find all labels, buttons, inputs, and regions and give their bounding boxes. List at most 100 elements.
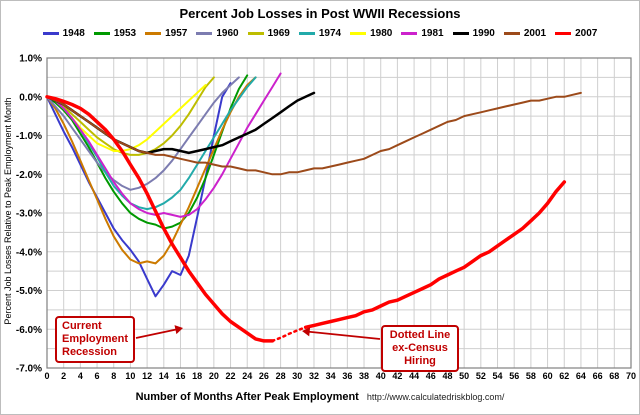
legend-swatch-1981 bbox=[401, 32, 418, 35]
legend-item-1969: 1969 bbox=[247, 28, 290, 39]
series-line-1953 bbox=[46, 74, 249, 230]
legend-label-2007: 2007 bbox=[575, 28, 598, 39]
y-tick-labels: 1.0% 0.0% -1.0% -2.0% -3.0% -4.0% -5.0% -6.0% -7… bbox=[16, 54, 42, 375]
x-tick-label: 32 bbox=[309, 371, 319, 381]
legend-label-1990: 1990 bbox=[472, 28, 495, 39]
x-tick-label: 48 bbox=[442, 371, 452, 381]
x-tick-label: 46 bbox=[426, 371, 436, 381]
x-axis-bar: Number of Months After Peak Employment h… bbox=[1, 391, 639, 403]
annotation-arrow-current-recession bbox=[135, 325, 183, 339]
x-tick-label: 62 bbox=[559, 371, 569, 381]
legend-swatch-2001 bbox=[503, 32, 520, 35]
x-tick-label: 36 bbox=[342, 371, 352, 381]
legend-swatch-1957 bbox=[145, 32, 162, 35]
x-tick-label: 64 bbox=[576, 371, 586, 381]
series-line-2007-ex-census-dotted bbox=[271, 326, 307, 343]
legend-item-1981: 1981 bbox=[401, 28, 444, 39]
x-tick-label: 52 bbox=[476, 371, 486, 381]
x-tick-label: 30 bbox=[292, 371, 302, 381]
annotation-arrow-dotted-line bbox=[302, 327, 381, 340]
y-tick-label: -7.0% bbox=[16, 364, 42, 375]
x-tick-label: 6 bbox=[95, 371, 100, 381]
x-tick-label: 22 bbox=[226, 371, 236, 381]
x-tick-label: 42 bbox=[392, 371, 402, 381]
x-tick-label: 12 bbox=[142, 371, 152, 381]
y-tick-label: 1.0% bbox=[19, 54, 42, 65]
legend-label-1980: 1980 bbox=[370, 28, 393, 39]
x-tick-label: 26 bbox=[259, 371, 269, 381]
x-tick-label: 54 bbox=[493, 371, 503, 381]
y-tick-label: -3.0% bbox=[16, 209, 42, 220]
x-tick-label: 20 bbox=[209, 371, 219, 381]
x-tick-label: 0 bbox=[44, 371, 49, 381]
legend-label-1981: 1981 bbox=[421, 28, 444, 39]
x-tick-label: 70 bbox=[626, 371, 636, 381]
legend-item-1948: 1948 bbox=[42, 28, 85, 39]
legend-swatch-2007 bbox=[555, 32, 572, 35]
legend-item-2007: 2007 bbox=[555, 28, 597, 39]
y-tick-label: -2.0% bbox=[16, 170, 42, 181]
legend-label-2001: 2001 bbox=[523, 28, 547, 39]
x-tick-label: 34 bbox=[326, 371, 336, 381]
annotation-current-employment-recession: Current Employment Recession bbox=[55, 316, 135, 363]
legend-item-1974: 1974 bbox=[298, 28, 342, 39]
x-tick-label: 16 bbox=[175, 371, 185, 381]
legend-item-1960: 1960 bbox=[196, 28, 239, 39]
x-tick-label: 18 bbox=[192, 371, 202, 381]
legend-label-1960: 1960 bbox=[216, 28, 239, 39]
legend-swatch-1974 bbox=[298, 32, 315, 35]
x-tick-label: 38 bbox=[359, 371, 369, 381]
series-line-1960 bbox=[46, 76, 240, 191]
series-line-1969 bbox=[46, 76, 215, 156]
x-tick-label: 66 bbox=[593, 371, 603, 381]
legend-swatch-1990 bbox=[452, 32, 469, 35]
x-tick-label: 60 bbox=[543, 371, 553, 381]
source-url: http://www.calculatedriskblog.com/ bbox=[366, 392, 505, 402]
legend-label-1953: 1953 bbox=[113, 28, 137, 39]
y-tick-label: -5.0% bbox=[16, 286, 42, 297]
x-tick-label: 50 bbox=[459, 371, 469, 381]
legend-swatch-1948 bbox=[42, 32, 59, 35]
x-tick-label: 40 bbox=[376, 371, 386, 381]
legend-label-1974: 1974 bbox=[318, 28, 342, 39]
legend-item-2001: 2001 bbox=[503, 28, 547, 39]
x-tick-labels: 0 2 4 6 8 10 12 14 16 18 20 22 24 26 28 30 32 34 36 38 40 42 4… bbox=[44, 371, 636, 381]
legend-label-1948: 1948 bbox=[62, 28, 85, 39]
x-tick-label: 4 bbox=[78, 371, 83, 381]
legend-label-1957: 1957 bbox=[165, 28, 188, 39]
legend-swatch-1969 bbox=[247, 32, 264, 35]
x-tick-label: 24 bbox=[242, 371, 252, 381]
x-tick-label: 14 bbox=[159, 371, 169, 381]
plot-border bbox=[46, 57, 632, 369]
legend-label-1969: 1969 bbox=[267, 28, 290, 39]
gridlines bbox=[46, 57, 632, 369]
legend-swatch-1953 bbox=[93, 32, 110, 35]
x-axis-title: Number of Months After Peak Employment bbox=[135, 391, 359, 403]
legend-item-1990: 1990 bbox=[452, 28, 495, 39]
y-tick-label: 0.0% bbox=[19, 92, 42, 103]
legend-item-1980: 1980 bbox=[350, 28, 392, 39]
y-tick-label: -6.0% bbox=[16, 325, 42, 336]
x-tick-label: 8 bbox=[111, 371, 116, 381]
x-tick-label: 2 bbox=[61, 371, 66, 381]
legend-item-1953: 1953 bbox=[93, 28, 137, 39]
x-tick-label: 68 bbox=[609, 371, 619, 381]
x-tick-label: 44 bbox=[409, 371, 419, 381]
series-line-1948 bbox=[46, 82, 232, 298]
series-line-1957 bbox=[46, 76, 257, 265]
x-tick-label: 58 bbox=[526, 371, 536, 381]
annotation-dotted-line-ex-census: Dotted Line ex-Census Hiring bbox=[381, 325, 459, 372]
series-line-2007 bbox=[45, 95, 567, 343]
y-tick-label: -1.0% bbox=[16, 131, 42, 142]
legend: 1948 1953 1957 1960 1969 1974 1980 1981 1990 2001… bbox=[1, 28, 639, 39]
y-tick-label: -4.0% bbox=[16, 247, 42, 258]
series-line-1981 bbox=[46, 72, 282, 218]
series-line-2001 bbox=[46, 91, 582, 176]
x-tick-label: 56 bbox=[509, 371, 519, 381]
x-tick-label: 28 bbox=[276, 371, 286, 381]
legend-swatch-1960 bbox=[196, 32, 213, 35]
legend-item-1957: 1957 bbox=[145, 28, 187, 39]
chart-title: Percent Job Losses in Post WWII Recessio… bbox=[179, 6, 461, 21]
